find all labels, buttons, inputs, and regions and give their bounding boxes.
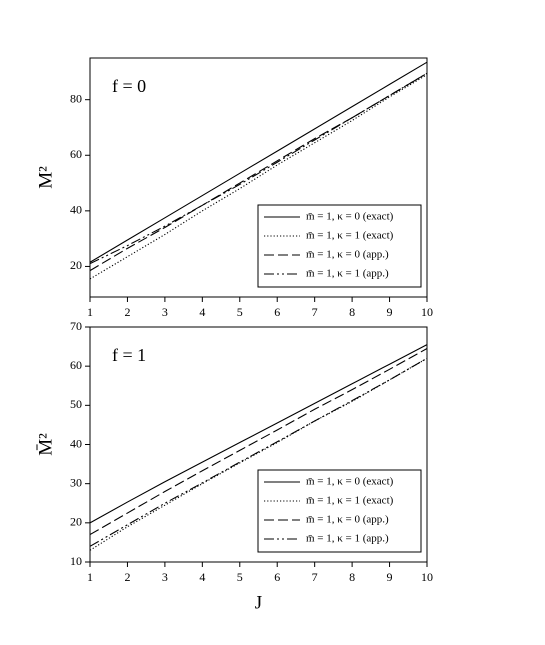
x-tick-label: 6 xyxy=(274,305,280,319)
x-tick-label: 1 xyxy=(87,570,93,584)
x-tick-label: 1 xyxy=(87,305,93,319)
series-line xyxy=(89,357,428,547)
legend-label: m̄ = 1, κ = 1 (app.) xyxy=(306,268,389,280)
x-tick-label: 5 xyxy=(237,570,243,584)
legend-label: m̄ = 1, κ = 0 (exact) xyxy=(306,476,394,488)
x-axis-label: J xyxy=(255,592,262,613)
y-axis-label: M̄² xyxy=(35,433,56,456)
x-tick-label: 2 xyxy=(124,305,130,319)
legend-box xyxy=(257,469,422,553)
x-tick-label: 10 xyxy=(421,570,433,584)
y-axis-label: M² xyxy=(35,166,56,189)
x-tick-label: 2 xyxy=(124,570,130,584)
legend-label: m̄ = 1, κ = 1 (exact) xyxy=(306,495,394,507)
series-line xyxy=(89,348,428,536)
y-tick-label: 60 xyxy=(70,147,82,161)
legend-label: m̄ = 1, κ = 0 (app.) xyxy=(306,249,389,261)
y-tick-label: 60 xyxy=(70,358,82,372)
annotation: f = 1 xyxy=(112,345,146,365)
x-tick-label: 8 xyxy=(349,570,355,584)
legend-box xyxy=(257,204,422,288)
y-tick-label: 40 xyxy=(70,203,82,217)
x-tick-label: 4 xyxy=(199,305,205,319)
x-tick-label: 3 xyxy=(162,305,168,319)
series-line xyxy=(89,344,428,524)
legend-label: m̄ = 1, κ = 1 (exact) xyxy=(306,230,394,242)
x-tick-label: 7 xyxy=(312,305,318,319)
legend-label: m̄ = 1, κ = 0 (exact) xyxy=(306,211,394,223)
legend-label: m̄ = 1, κ = 1 (app.) xyxy=(306,533,389,545)
series-line xyxy=(89,72,428,265)
y-tick-label: 10 xyxy=(70,554,82,568)
y-tick-label: 40 xyxy=(70,436,82,450)
series-line xyxy=(89,72,428,272)
y-tick-label: 20 xyxy=(70,515,82,529)
x-tick-label: 9 xyxy=(387,570,393,584)
y-tick-label: 70 xyxy=(70,319,82,333)
legend-label: m̄ = 1, κ = 0 (app.) xyxy=(306,514,389,526)
plot-frame xyxy=(89,57,428,298)
y-tick-label: 50 xyxy=(70,397,82,411)
series-line xyxy=(89,61,428,263)
y-tick-label: 30 xyxy=(70,475,82,489)
x-tick-label: 5 xyxy=(237,305,243,319)
x-tick-label: 10 xyxy=(421,305,433,319)
x-tick-label: 4 xyxy=(199,570,205,584)
x-tick-label: 6 xyxy=(274,570,280,584)
y-tick-label: 80 xyxy=(70,91,82,105)
x-tick-label: 7 xyxy=(312,570,318,584)
y-tick-label: 20 xyxy=(70,258,82,272)
x-tick-label: 3 xyxy=(162,570,168,584)
x-tick-label: 9 xyxy=(387,305,393,319)
annotation: f = 0 xyxy=(112,76,146,96)
x-tick-label: 8 xyxy=(349,305,355,319)
